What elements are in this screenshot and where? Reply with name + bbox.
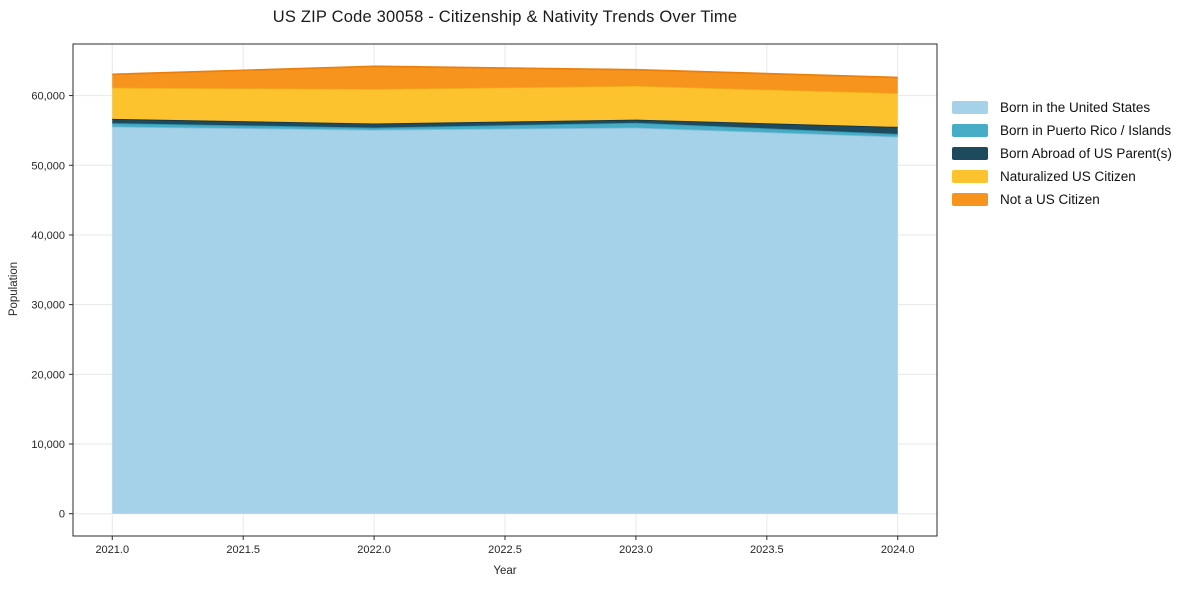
x-tick-label: 2022.5 (488, 544, 522, 556)
legend-swatch (952, 123, 988, 137)
legend-item-not-a-us-citizen: Not a US Citizen (952, 191, 1172, 207)
legend-swatch (952, 146, 988, 160)
x-tick-label: 2021.5 (226, 544, 260, 556)
legend-label: Born Abroad of US Parent(s) (1000, 145, 1172, 161)
x-tick-label: 2021.0 (95, 544, 129, 556)
y-axis-label: Population (8, 261, 20, 317)
x-tick-label: 2023.5 (750, 544, 784, 556)
legend: Born in the United States Born in Puerto … (952, 100, 1172, 215)
x-axis-label: Year (493, 565, 517, 577)
area-born-in-the-united-states (112, 126, 898, 514)
legend-swatch (952, 100, 988, 114)
y-tick-label: 30,000 (31, 300, 65, 312)
area-naturalized-us-citizen (112, 85, 898, 127)
legend-swatch (952, 169, 988, 183)
y-tick-label: 50,000 (31, 160, 65, 172)
area-not-a-us-citizen (112, 66, 898, 94)
legend-item-born-in-the-united-states: Born in the United States (952, 99, 1172, 115)
chart-title: US ZIP Code 30058 - Citizenship & Nativi… (272, 8, 738, 26)
legend-swatch (952, 192, 988, 206)
y-tick-label: 40,000 (31, 230, 65, 242)
x-tick-label: 2023.0 (619, 544, 653, 556)
legend-label: Not a US Citizen (1000, 191, 1100, 207)
legend-label: Born in Puerto Rico / Islands (1000, 122, 1172, 138)
y-tick-label: 10,000 (31, 439, 65, 451)
legend-label: Born in the United States (1000, 99, 1151, 115)
y-tick-label: 0 (59, 509, 65, 521)
legend-item-naturalized-us-citizen: Naturalized US Citizen (952, 168, 1172, 184)
x-tick-label: 2024.0 (881, 544, 915, 556)
y-tick-label: 20,000 (31, 369, 65, 381)
area-edge-not-a-us-citizen (112, 65, 898, 79)
legend-label: Naturalized US Citizen (1000, 168, 1136, 184)
legend-item-born-in-puerto-rico-islands: Born in Puerto Rico / Islands (952, 122, 1172, 138)
legend-item-born-abroad-of-us-parent-s: Born Abroad of US Parent(s) (952, 145, 1172, 161)
y-tick-label: 60,000 (31, 91, 65, 103)
x-tick-label: 2022.0 (357, 544, 391, 556)
